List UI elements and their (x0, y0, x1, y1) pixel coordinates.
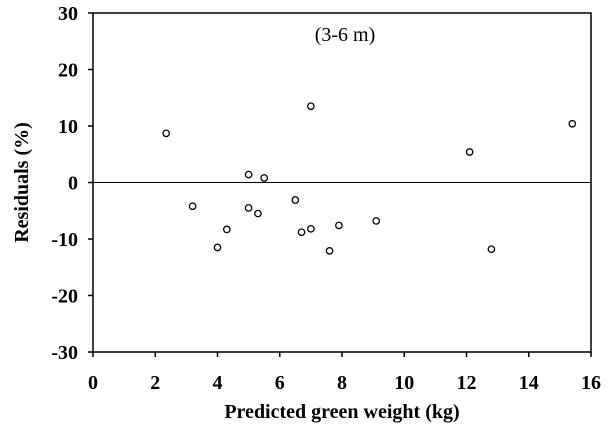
data-point (260, 174, 269, 182)
data-point (568, 119, 577, 128)
chart-annotation: (3-6 m) (315, 24, 376, 46)
data-point (372, 217, 381, 225)
data-point (325, 247, 334, 255)
x-tick-label: 16 (581, 372, 601, 394)
data-point (244, 170, 253, 179)
y-tick-label: 20 (58, 60, 78, 82)
x-tick-label: 14 (519, 372, 539, 394)
data-point (213, 243, 222, 252)
x-axis-title: Predicted green weight (kg) (224, 401, 459, 423)
x-tick-label: 2 (150, 372, 160, 394)
y-axis-title: Residuals (%) (11, 122, 33, 243)
data-point (307, 102, 315, 111)
y-tick-label: 30 (58, 3, 78, 25)
y-tick-label: -30 (51, 342, 78, 364)
y-tick-label: -20 (51, 286, 78, 308)
data-point (254, 209, 262, 218)
x-tick-label: 4 (213, 372, 223, 394)
data-point (465, 148, 474, 156)
x-tick-label: 12 (457, 372, 477, 394)
y-axis-ticks: 30 20 10 0 -10 -20 -30 (51, 3, 93, 364)
data-point (162, 129, 170, 138)
data-point (335, 221, 343, 230)
data-points (162, 102, 577, 255)
y-tick-label: 10 (58, 116, 78, 138)
data-point (297, 228, 306, 237)
x-tick-label: 0 (88, 372, 98, 394)
data-point (244, 204, 253, 212)
x-axis-ticks: 0 2 4 6 8 10 12 14 16 (88, 352, 601, 394)
y-tick-label: 0 (68, 173, 78, 195)
data-point (188, 202, 197, 211)
data-point (291, 196, 300, 204)
x-tick-label: 10 (394, 372, 414, 394)
x-tick-label: 6 (275, 372, 285, 394)
y-tick-label: -10 (51, 229, 78, 251)
data-point (222, 225, 231, 234)
x-tick-label: 8 (337, 372, 347, 394)
data-point (487, 245, 496, 254)
data-point (307, 224, 315, 233)
